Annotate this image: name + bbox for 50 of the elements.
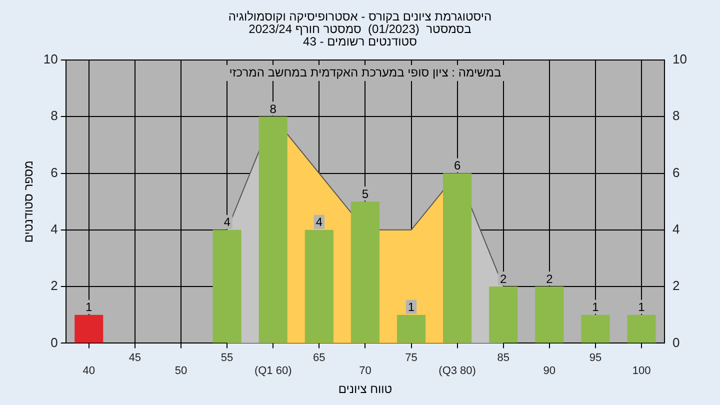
bar: [535, 286, 564, 343]
y-tick-label: 10: [43, 52, 58, 67]
y-tick-label: 8: [50, 108, 58, 124]
x-tick-label: 90: [543, 365, 556, 378]
x-tick-label: (Q3 80): [438, 365, 476, 378]
bar: [74, 314, 104, 343]
y-axis-title: מספר סטודנטים: [22, 160, 36, 243]
y2-tick-label: 10: [672, 52, 688, 67]
data-label: 1: [86, 300, 93, 314]
bar: [350, 202, 380, 343]
bar: [304, 230, 334, 343]
x-tick-label: 55: [220, 352, 234, 364]
x-tick-label: 95: [589, 352, 602, 364]
y-tick-label: 4: [50, 222, 58, 236]
x-tick-label: 45: [128, 352, 142, 364]
data-label: 5: [362, 186, 369, 201]
data-label: 2: [546, 272, 554, 286]
x-tick-label: 70: [359, 365, 372, 378]
y2-tick-label: 0: [672, 334, 680, 350]
bar: [581, 314, 610, 343]
bar: [212, 230, 242, 343]
y2-tick-label: 4: [672, 222, 680, 236]
data-label: 1: [638, 300, 646, 314]
data-label: 2: [500, 272, 508, 286]
y-tick-label: 2: [50, 278, 58, 294]
x-tick-label: 75: [405, 352, 418, 364]
bar: [396, 314, 426, 343]
y2-tick-label: 2: [672, 278, 680, 294]
bar: [489, 286, 518, 343]
data-label: 6: [454, 158, 461, 173]
data-label: 1: [408, 300, 415, 314]
y2-tick-label: 8: [672, 108, 680, 124]
x-tick-label: 50: [174, 365, 188, 378]
data-label: 8: [270, 102, 277, 116]
data-label: 4: [316, 215, 323, 230]
chart-title: היסטוגרמת ציונים בקורס - אסטרופיסיקה וקוסמולוגיה: [228, 9, 492, 24]
y-tick-label: 0: [50, 334, 58, 350]
bar: [627, 314, 656, 343]
x-tick-label: 40: [82, 365, 96, 378]
x-tick-label: (Q1 60): [254, 365, 292, 378]
x-tick-label: 65: [313, 352, 326, 364]
chart-subtitle: בסמסטר (01/2023) סמסטר חורף 2023/24 סטודנטים רשומים - 43: [248, 22, 472, 48]
annotation: במשימה : ציון סופי במערכת האקדמית במחשב המרכזי: [229, 65, 502, 80]
x-tick-label: 85: [497, 352, 510, 364]
data-label: 1: [592, 300, 600, 314]
x-tick-label: 100: [632, 365, 651, 378]
x-axis-title: טווח ציונים: [338, 382, 392, 396]
data-label: 4: [224, 215, 231, 230]
y-tick-label: 6: [50, 164, 58, 180]
y2-tick-label: 6: [672, 164, 680, 180]
